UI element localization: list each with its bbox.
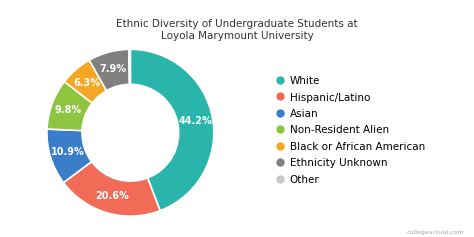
Text: 6.3%: 6.3% — [74, 78, 101, 88]
Text: 7.9%: 7.9% — [100, 64, 127, 74]
Text: 44.2%: 44.2% — [178, 116, 212, 126]
Wedge shape — [129, 49, 130, 84]
Legend: White, Hispanic/Latino, Asian, Non-Resident Alien, Black or African American, Et: White, Hispanic/Latino, Asian, Non-Resid… — [272, 72, 429, 189]
Wedge shape — [64, 60, 107, 103]
Wedge shape — [47, 129, 91, 182]
Text: 9.8%: 9.8% — [55, 105, 82, 115]
Wedge shape — [64, 162, 160, 216]
Wedge shape — [47, 82, 92, 131]
Text: collegeactual.com: collegeactual.com — [407, 230, 465, 235]
Text: 20.6%: 20.6% — [95, 191, 129, 201]
Text: Ethnic Diversity of Undergraduate Students at
Loyola Marymount University: Ethnic Diversity of Undergraduate Studen… — [116, 19, 358, 41]
Wedge shape — [130, 49, 214, 211]
Text: 10.9%: 10.9% — [51, 147, 84, 157]
Wedge shape — [89, 49, 129, 91]
